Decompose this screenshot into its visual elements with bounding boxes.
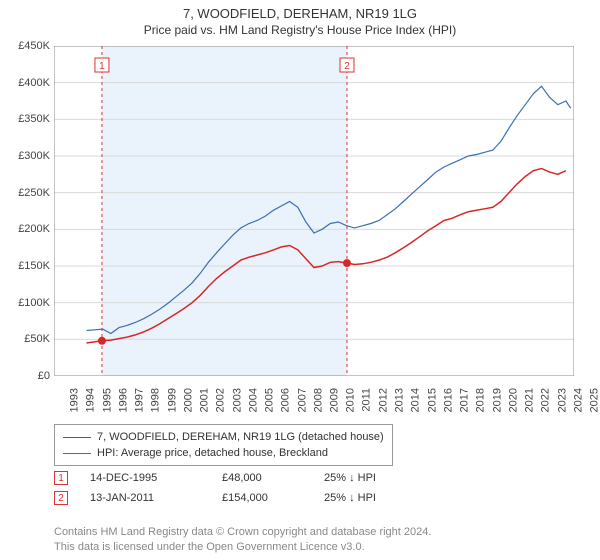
event-date: 13-JAN-2011: [90, 492, 200, 504]
legend-item: HPI: Average price, detached house, Brec…: [63, 445, 384, 461]
x-tick-label: 2017: [458, 388, 470, 412]
x-tick-label: 2000: [182, 388, 194, 412]
attribution: Contains HM Land Registry data © Crown c…: [54, 525, 431, 554]
svg-text:1: 1: [99, 61, 105, 72]
x-tick-label: 2024: [572, 388, 584, 412]
x-tick-label: 2015: [426, 388, 438, 412]
chart-container: 7, WOODFIELD, DEREHAM, NR19 1LG Price pa…: [0, 0, 600, 560]
y-tick-label: £250K: [4, 187, 50, 199]
legend-swatch: [63, 437, 91, 438]
event-date: 14-DEC-1995: [90, 472, 200, 484]
x-tick-label: 1993: [68, 388, 80, 412]
x-tick-label: 2003: [231, 388, 243, 412]
y-tick-label: £150K: [4, 260, 50, 272]
x-tick-label: 2016: [442, 388, 454, 412]
event-marker: 2: [54, 491, 68, 505]
event-price: £48,000: [222, 472, 302, 484]
x-tick-label: 2004: [247, 388, 259, 412]
x-tick-label: 1999: [166, 388, 178, 412]
x-tick-label: 2019: [491, 388, 503, 412]
x-tick-label: 2009: [328, 388, 340, 412]
y-tick-label: £0: [4, 370, 50, 382]
x-tick-label: 2020: [507, 388, 519, 412]
y-tick-label: £300K: [4, 150, 50, 162]
x-tick-label: 1998: [150, 388, 162, 412]
x-tick-label: 1997: [133, 388, 145, 412]
attribution-line: This data is licensed under the Open Gov…: [54, 540, 431, 554]
event-row: 2 13-JAN-2011 £154,000 25% ↓ HPI: [54, 488, 376, 508]
event-row: 1 14-DEC-1995 £48,000 25% ↓ HPI: [54, 468, 376, 488]
y-tick-label: £50K: [4, 333, 50, 345]
legend: 7, WOODFIELD, DEREHAM, NR19 1LG (detache…: [54, 424, 393, 466]
x-tick-label: 2001: [198, 388, 210, 412]
x-tick-label: 2008: [312, 388, 324, 412]
event-marker: 1: [54, 471, 68, 485]
legend-swatch: [63, 453, 91, 454]
x-tick-label: 2014: [410, 388, 422, 412]
event-delta: 25% ↓ HPI: [324, 472, 376, 484]
y-tick-label: £400K: [4, 77, 50, 89]
legend-label: HPI: Average price, detached house, Brec…: [97, 447, 328, 459]
y-tick-label: £450K: [4, 40, 50, 52]
x-tick-label: 2012: [377, 388, 389, 412]
x-tick-label: 2013: [393, 388, 405, 412]
chart-title: 7, WOODFIELD, DEREHAM, NR19 1LG: [0, 0, 600, 21]
x-tick-label: 2007: [296, 388, 308, 412]
x-tick-label: 2006: [280, 388, 292, 412]
x-tick-label: 2011: [360, 388, 372, 412]
x-tick-label: 2021: [523, 388, 535, 412]
legend-item: 7, WOODFIELD, DEREHAM, NR19 1LG (detache…: [63, 429, 384, 445]
x-tick-label: 1994: [85, 388, 97, 412]
event-delta: 25% ↓ HPI: [324, 492, 376, 504]
plot-area: 12: [54, 46, 574, 376]
x-tick-label: 1995: [101, 388, 113, 412]
x-tick-label: 2023: [556, 388, 568, 412]
x-tick-label: 2005: [263, 388, 275, 412]
x-tick-label: 2022: [540, 388, 552, 412]
x-tick-label: 2002: [215, 388, 227, 412]
x-tick-label: 1996: [117, 388, 129, 412]
x-tick-label: 2018: [475, 388, 487, 412]
chart-subtitle: Price paid vs. HM Land Registry's House …: [0, 21, 600, 37]
sale-events: 1 14-DEC-1995 £48,000 25% ↓ HPI 2 13-JAN…: [54, 468, 376, 508]
y-tick-label: £350K: [4, 113, 50, 125]
x-tick-label: 2025: [588, 388, 600, 412]
y-tick-label: £200K: [4, 223, 50, 235]
legend-label: 7, WOODFIELD, DEREHAM, NR19 1LG (detache…: [97, 431, 384, 443]
x-tick-label: 2010: [345, 388, 357, 412]
attribution-line: Contains HM Land Registry data © Crown c…: [54, 525, 431, 539]
y-tick-label: £100K: [4, 297, 50, 309]
svg-text:2: 2: [344, 61, 350, 72]
plot-svg: 12: [54, 46, 574, 376]
event-price: £154,000: [222, 492, 302, 504]
